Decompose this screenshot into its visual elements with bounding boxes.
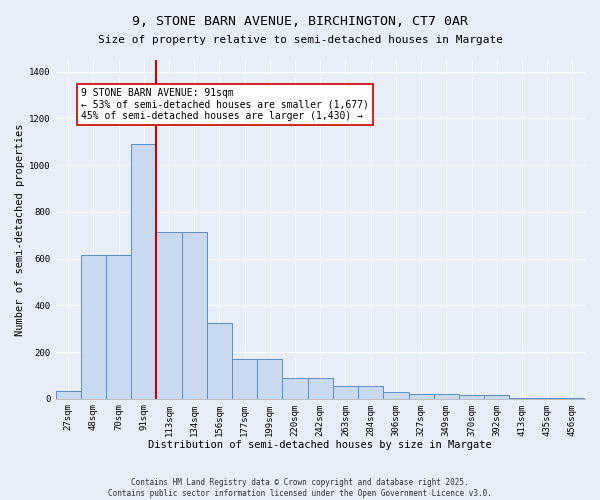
Bar bbox=[182, 232, 207, 398]
Bar bbox=[207, 323, 232, 398]
Bar bbox=[56, 390, 81, 398]
X-axis label: Distribution of semi-detached houses by size in Margate: Distribution of semi-detached houses by … bbox=[148, 440, 492, 450]
Bar bbox=[131, 144, 157, 399]
Bar bbox=[409, 394, 434, 398]
Bar bbox=[81, 255, 106, 398]
Bar bbox=[434, 394, 459, 398]
Bar bbox=[157, 232, 182, 398]
Bar bbox=[333, 386, 358, 398]
Text: Size of property relative to semi-detached houses in Margate: Size of property relative to semi-detach… bbox=[97, 35, 503, 45]
Bar bbox=[358, 386, 383, 398]
Bar bbox=[232, 359, 257, 399]
Bar bbox=[257, 359, 283, 399]
Bar bbox=[283, 378, 308, 398]
Text: Contains HM Land Registry data © Crown copyright and database right 2025.
Contai: Contains HM Land Registry data © Crown c… bbox=[108, 478, 492, 498]
Y-axis label: Number of semi-detached properties: Number of semi-detached properties bbox=[15, 123, 25, 336]
Bar bbox=[459, 395, 484, 398]
Bar bbox=[106, 255, 131, 398]
Bar bbox=[484, 395, 509, 398]
Text: 9 STONE BARN AVENUE: 91sqm
← 53% of semi-detached houses are smaller (1,677)
45%: 9 STONE BARN AVENUE: 91sqm ← 53% of semi… bbox=[81, 88, 368, 121]
Bar bbox=[383, 392, 409, 398]
Text: 9, STONE BARN AVENUE, BIRCHINGTON, CT7 0AR: 9, STONE BARN AVENUE, BIRCHINGTON, CT7 0… bbox=[132, 15, 468, 28]
Bar bbox=[308, 378, 333, 398]
